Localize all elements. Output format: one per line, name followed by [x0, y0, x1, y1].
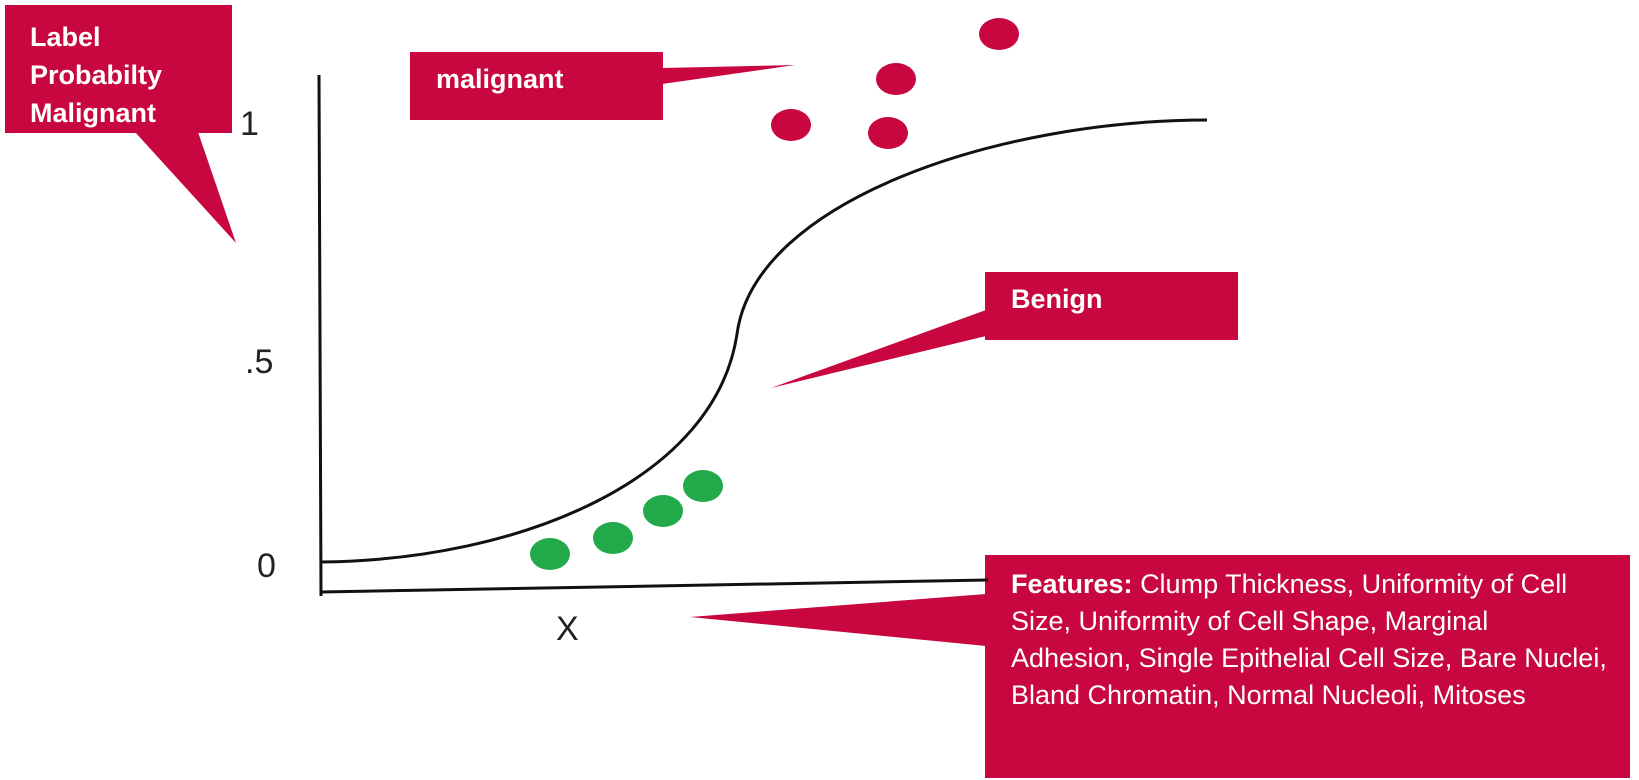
point [979, 18, 1019, 50]
malignant-callout: malignant [436, 64, 564, 94]
benign-callout: Benign [1011, 284, 1103, 314]
callout-shapes [5, 5, 1630, 778]
features-heading: Features: [1011, 569, 1133, 599]
point [643, 495, 683, 527]
label-tail [135, 132, 236, 243]
sigmoid-curve [320, 118, 1208, 564]
malignant-points [771, 18, 1019, 149]
malignant-tail [662, 65, 795, 84]
point [530, 538, 570, 570]
point [876, 63, 916, 95]
malignant-box [410, 52, 663, 120]
label-box [5, 5, 232, 133]
point [868, 117, 908, 149]
point [593, 522, 633, 554]
benign-tail [771, 310, 986, 388]
benign-points [530, 470, 723, 570]
y-axis [317, 74, 323, 597]
point [683, 470, 723, 502]
y-label: .5 [245, 343, 273, 381]
x-label: X [556, 610, 579, 648]
features-text: Clump Thickness, Uniformity of Cell Size… [1011, 569, 1607, 710]
features-tail [690, 594, 986, 646]
features-box [985, 555, 1630, 778]
line: Label [30, 22, 101, 52]
point [771, 109, 811, 141]
features-callout: Features: Clump Thickness, Uniformity of… [1011, 566, 1611, 714]
line: Malignant [30, 98, 156, 128]
y-label: 1 [240, 105, 259, 143]
line: Probabilty [30, 60, 163, 90]
label-callout: Label Probabilty Malignant [30, 18, 162, 132]
benign-box [985, 272, 1238, 340]
y-label: 0 [257, 547, 276, 585]
x-axis [320, 578, 989, 594]
